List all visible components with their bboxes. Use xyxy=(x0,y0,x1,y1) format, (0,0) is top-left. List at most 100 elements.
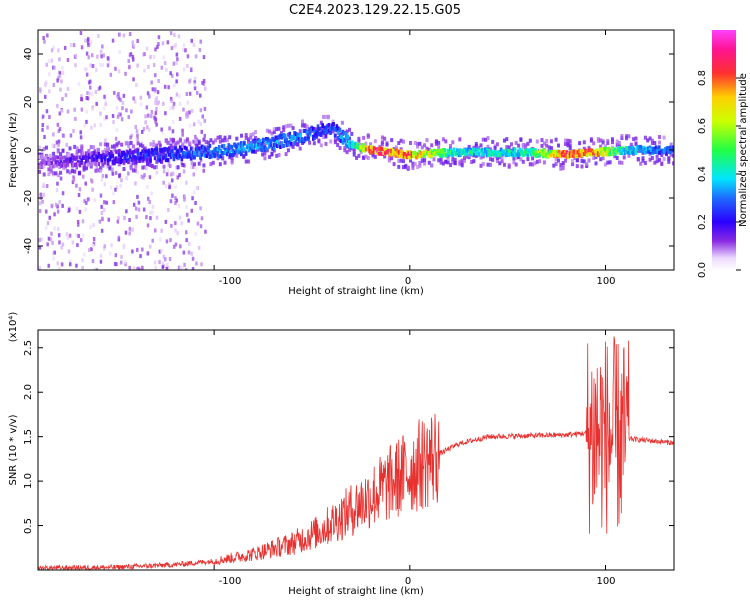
heatmap-ridge-cell xyxy=(193,155,196,160)
heatmap-ridge-cell xyxy=(654,150,658,154)
heatmap-halo-cell xyxy=(369,142,373,147)
heatmap-ridge-cell xyxy=(363,146,367,151)
heatmap-ridge-cell xyxy=(138,158,141,163)
heatmap-noise-cell xyxy=(113,90,116,95)
heatmap-halo-cell xyxy=(554,162,558,166)
heatmap-ridge-cell xyxy=(553,150,556,154)
heatmap-ridge-cell xyxy=(668,145,672,150)
heatmap-noise-cell xyxy=(86,96,90,101)
heatmap-ridge-cell xyxy=(348,140,351,145)
heatmap-noise-cell xyxy=(202,81,206,86)
heatmap-noise-cell xyxy=(150,110,154,114)
heatmap-ridge-cell xyxy=(423,150,426,155)
heatmap-noise-cell xyxy=(182,67,186,72)
heatmap-ridge-cell xyxy=(611,147,614,152)
heatmap-halo-cell xyxy=(336,143,340,147)
heatmap-noise-cell xyxy=(50,231,53,236)
heatmap-halo-cell xyxy=(531,162,535,167)
heatmap-ridge-cell xyxy=(570,153,573,158)
heatmap-noise-cell xyxy=(134,125,137,129)
heatmap-noise-cell xyxy=(99,253,103,258)
heatmap-ridge-cell xyxy=(341,140,345,145)
heatmap-ridge-cell xyxy=(321,123,324,128)
heatmap-halo-cell xyxy=(458,137,462,142)
heatmap-noise-cell xyxy=(63,45,67,50)
heatmap-noise-cell xyxy=(55,202,58,207)
heatmap-noise-cell xyxy=(176,175,179,180)
heatmap-ridge-cell xyxy=(648,147,652,152)
heatmap-noise-cell xyxy=(61,191,65,196)
heatmap-halo-cell xyxy=(59,152,63,157)
heatmap-ridge-cell xyxy=(512,153,515,158)
heatmap-halo-cell xyxy=(488,162,492,167)
heatmap-halo-cell xyxy=(439,160,443,165)
heatmap-ridge-cell xyxy=(431,150,434,155)
heatmap-ridge-cell xyxy=(482,151,486,156)
heatmap-noise-cell xyxy=(185,180,188,185)
heatmap-ridge-cell xyxy=(420,151,423,156)
heatmap-ridge-cell xyxy=(517,149,520,154)
heatmap-ridge-cell xyxy=(352,144,356,149)
heatmap-noise-cell xyxy=(65,232,69,237)
heatmap-ridge-cell xyxy=(418,154,421,159)
heatmap-halo-cell xyxy=(162,152,166,157)
heatmap-noise-cell xyxy=(184,268,188,270)
heatmap-noise-cell xyxy=(157,42,160,46)
heatmap-noise-cell xyxy=(125,176,128,181)
heatmap-ridge-cell xyxy=(462,150,465,155)
heatmap-noise-cell xyxy=(51,240,54,245)
heatmap-ridge-cell xyxy=(282,132,285,137)
heatmap-halo-cell xyxy=(606,139,610,144)
heatmap-noise-cell xyxy=(58,200,61,204)
heatmap-noise-cell xyxy=(93,123,96,128)
heatmap-halo-cell xyxy=(324,141,328,146)
heatmap-halo-cell xyxy=(402,139,405,144)
heatmap-halo-cell xyxy=(540,138,544,143)
heatmap-halo-cell xyxy=(249,133,253,138)
heatmap-ridge-cell xyxy=(177,152,180,157)
heatmap-noise-cell xyxy=(119,97,122,102)
heatmap-halo-cell xyxy=(554,137,558,142)
heatmap-noise-cell xyxy=(98,219,102,224)
heatmap-ridge-cell xyxy=(158,158,162,163)
heatmap-ridge-cell xyxy=(512,150,515,154)
heatmap-ridge-cell xyxy=(164,158,168,163)
colorbar-tick-2: 0.2 xyxy=(697,214,708,230)
heatmap-noise-cell xyxy=(66,58,70,62)
heatmap-halo-cell xyxy=(329,139,333,144)
heatmap-ridge-cell xyxy=(232,153,235,157)
heatmap-halo-cell xyxy=(228,135,232,140)
heatmap-ridge-cell xyxy=(612,150,616,155)
heatmap-ridge-cell xyxy=(124,152,127,157)
heatmap-ridge-cell xyxy=(459,148,462,153)
heatmap-noise-cell xyxy=(192,42,196,47)
heatmap-ridge-cell xyxy=(640,148,644,153)
heatmap-halo-cell xyxy=(427,160,431,165)
heatmap-ridge-cell xyxy=(362,143,365,147)
heatmap-noise-cell xyxy=(42,36,45,40)
heatmap-noise-cell xyxy=(181,128,184,133)
heatmap-halo-cell xyxy=(298,129,302,134)
heatmap-noise-cell xyxy=(181,265,184,270)
heatmap-ridge-cell xyxy=(97,154,101,159)
heatmap-ridge-cell xyxy=(136,148,140,153)
heatmap-ridge-cell xyxy=(340,135,343,140)
heatmap-ridge-cell xyxy=(315,134,318,138)
heatmap-halo-cell xyxy=(47,172,51,177)
heatmap-ridge-cell xyxy=(357,143,360,148)
heatmap-ridge-cell xyxy=(409,150,412,155)
heatmap-noise-cell xyxy=(142,127,146,131)
heatmap-halo-cell xyxy=(615,139,619,144)
heatmap-halo-cell xyxy=(561,161,565,165)
heatmap-noise-cell xyxy=(194,54,198,59)
heatmap-noise-cell xyxy=(59,176,63,181)
heatmap-noise-cell xyxy=(101,44,104,49)
heatmap-noise-cell xyxy=(169,164,172,169)
heatmap-halo-cell xyxy=(216,135,220,140)
heatmap-halo-cell xyxy=(324,115,328,119)
heatmap-noise-cell xyxy=(131,54,135,59)
heatmap-noise-cell xyxy=(149,244,152,249)
heatmap-ridge-cell xyxy=(304,136,307,141)
heatmap-ridge-cell xyxy=(365,147,368,152)
heatmap-ridge-cell xyxy=(307,133,310,138)
